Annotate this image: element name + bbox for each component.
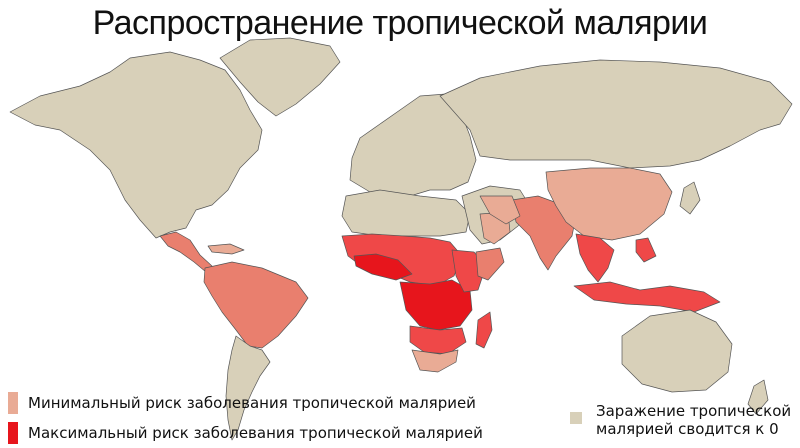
- region-madagascar: [475, 311, 493, 349]
- region-new-zealand: [747, 379, 769, 415]
- region-indonesia: [573, 281, 721, 313]
- region-philippines: [635, 237, 657, 263]
- region-sahel-max: [353, 253, 413, 281]
- legend-max-label: Максимальный риск заболевания тропическо…: [28, 424, 483, 442]
- region-south-asia: [511, 195, 577, 271]
- region-central-america: [159, 231, 213, 273]
- region-north-africa: [341, 189, 471, 237]
- region-china: [545, 167, 673, 241]
- region-central-africa: [399, 279, 473, 331]
- legend-none-label-line2: малярией сводится к 0: [596, 420, 779, 438]
- region-japan: [679, 181, 701, 215]
- region-south-america-north: [203, 261, 309, 349]
- legend-max-swatch: [8, 422, 18, 444]
- region-southern-africa-risk: [409, 325, 467, 355]
- region-greenland: [219, 37, 341, 117]
- region-southeast-asia: [575, 233, 615, 283]
- region-west-asia-low: [479, 195, 521, 225]
- region-australia: [621, 309, 733, 393]
- region-north-asia: [439, 59, 793, 169]
- region-south-america-south: [225, 335, 271, 441]
- region-north-america: [9, 51, 263, 239]
- legend-none-swatch: [570, 412, 582, 424]
- map-title: Распространение тропической малярии: [92, 4, 708, 42]
- legend-none-label-line1: Заражение тропической: [596, 402, 792, 420]
- legend-min-swatch: [8, 392, 18, 414]
- region-south-africa: [411, 349, 459, 373]
- region-caribbean: [207, 243, 245, 255]
- legend-min-label: Минимальный риск заболевания тропической…: [28, 394, 476, 412]
- region-horn-africa: [475, 247, 505, 281]
